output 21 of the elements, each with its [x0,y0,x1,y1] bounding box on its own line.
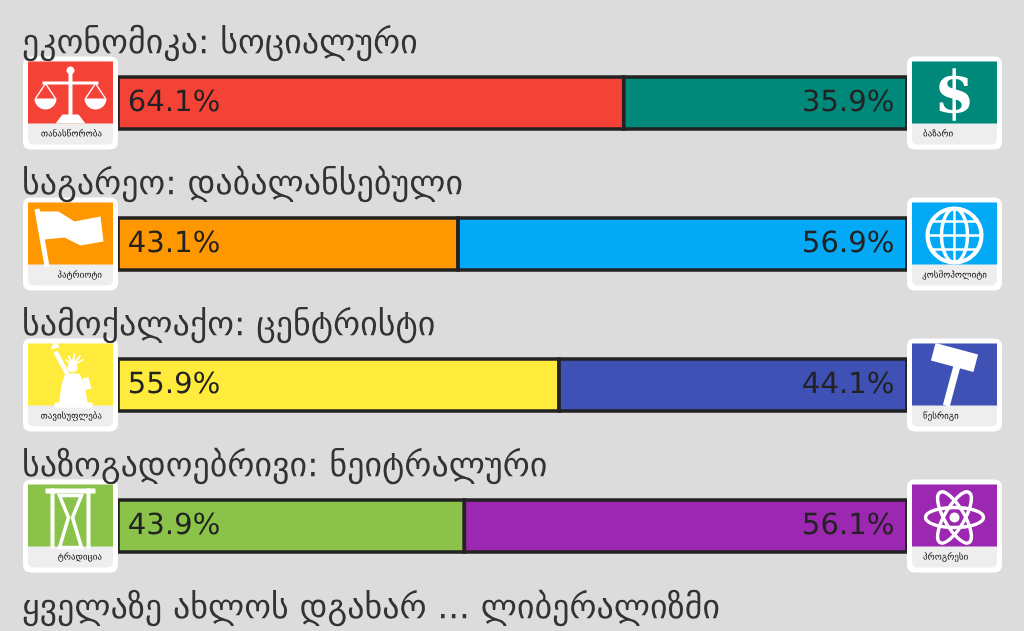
data-label: 64.1% [129,89,219,112]
series-label: ბაზარი [923,128,953,137]
data-label: 56.1% [804,512,893,535]
series-label: ტრადიცია [58,552,102,562]
series-label: თავისუფლება [40,411,102,421]
series-label: კოსმოპოლიტი [922,270,987,280]
data-label: 35.9% [804,89,893,112]
chart-title: ეკონომიკა: სოციალური [23,24,417,62]
series-label: პროგრესი [923,552,968,562]
chart-title: საგარეო: დაბალანსებული [24,165,462,203]
series-label: წესრიგი [923,411,959,421]
chart-title: სამოქალაქო: ცენტრისტი [24,306,434,344]
data-label: 43.1% [129,230,219,253]
data-label: 43.9% [129,512,219,535]
data-label: 55.9% [129,371,219,394]
data-label: 44.1% [803,371,893,394]
series-label: პატრიოტი [57,270,102,280]
chart-title: საზოგადოებრივი: ნეიტრალური [24,447,546,485]
data-label: 56.9% [804,230,893,253]
series-label: თანასწორობა [41,128,102,137]
text: ყველაზე ახლოს დგახარ ... ლიბერალიზმი [23,589,719,627]
